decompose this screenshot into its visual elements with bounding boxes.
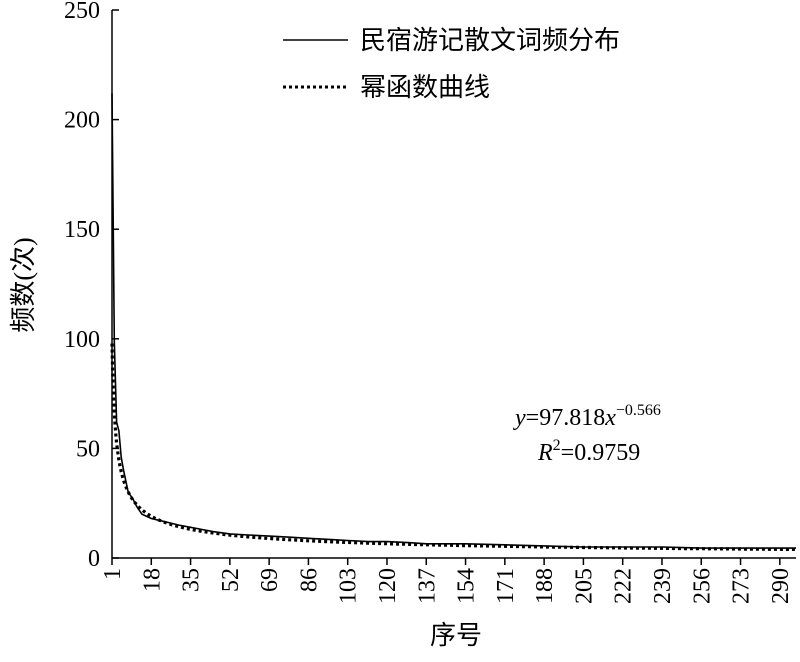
x-tick-label: 52 [218, 568, 244, 592]
x-tick-label: 69 [257, 568, 283, 592]
x-tick-label: 256 [689, 568, 715, 604]
x-tick-label: 273 [729, 568, 755, 604]
x-tick-label: 86 [296, 568, 322, 592]
x-axis-ticks: 1 18 35 52 69 86 103 120 137 154 171 188 205 222 239 25… [100, 558, 794, 604]
equation-annotation: y=97.818x−0.566 [513, 402, 661, 431]
y-axis-title: 频数(次) [9, 237, 38, 332]
legend-label-series-2: 幂函数曲线 [360, 73, 490, 102]
y-tick-label: 250 [64, 0, 100, 24]
x-tick-label: 35 [179, 568, 205, 592]
x-tick-label: 1 [100, 568, 126, 580]
x-tick-label: 120 [375, 568, 401, 604]
x-tick-label: 205 [571, 568, 597, 604]
x-tick-label: 18 [139, 568, 165, 592]
y-tick-label: 200 [64, 108, 100, 134]
legend: 民宿游记散文词频分布 幂函数曲线 [283, 26, 620, 102]
y-tick-label: 50 [76, 436, 100, 462]
x-tick-label: 222 [611, 568, 637, 604]
y-tick-label: 150 [64, 217, 100, 243]
x-tick-label: 239 [650, 568, 676, 604]
y-tick-label: 100 [64, 327, 100, 353]
series-line-power-fit [110, 343, 797, 552]
x-tick-label: 103 [336, 568, 362, 604]
r-squared-annotation: R2=0.9759 [537, 437, 640, 466]
x-tick-label: 188 [532, 568, 558, 604]
x-tick-label: 137 [414, 568, 440, 604]
x-axis-title: 序号 [430, 621, 482, 650]
x-tick-label: 290 [768, 568, 794, 604]
y-axis-ticks: 0 50 100 150 200 250 [64, 0, 119, 572]
series-line-word-frequency [111, 93, 796, 549]
x-tick-label: 171 [493, 568, 519, 604]
legend-label-series-1: 民宿游记散文词频分布 [360, 26, 620, 55]
series-group [110, 93, 797, 552]
y-tick-label: 0 [88, 546, 100, 572]
x-tick-label: 154 [454, 568, 480, 604]
